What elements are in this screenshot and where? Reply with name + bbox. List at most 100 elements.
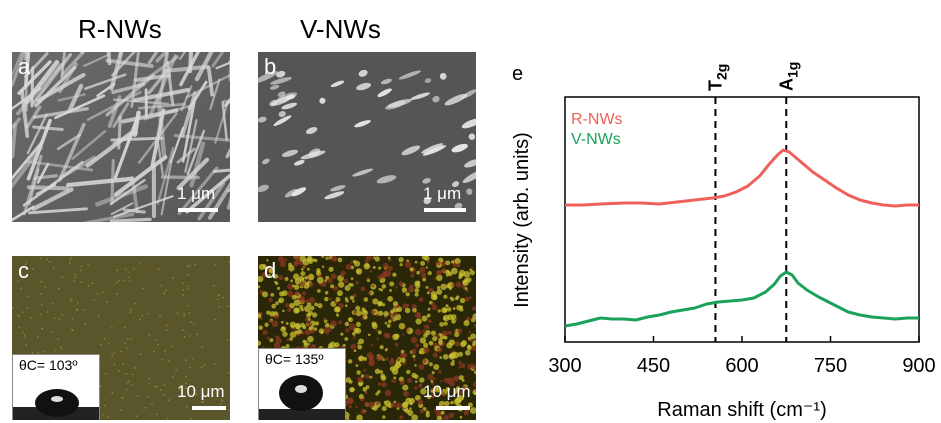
nanowire-mark [352, 168, 374, 177]
speckle-mark [345, 328, 350, 333]
speckle-mark [157, 343, 159, 346]
speckle-mark [286, 338, 290, 342]
speckle-mark [414, 386, 418, 390]
speckle-mark [72, 326, 75, 328]
speckle-mark [192, 370, 194, 372]
speckle-mark [142, 287, 145, 290]
speckle-mark [275, 337, 282, 344]
speckle-mark [421, 315, 428, 322]
speckle-mark [279, 291, 285, 297]
nanowire-mark [169, 126, 185, 164]
speckle-mark [218, 295, 221, 298]
speckle-mark [445, 304, 449, 308]
speckle-mark [44, 286, 46, 288]
speckle-mark [266, 336, 270, 340]
speckle-mark [376, 354, 383, 362]
speckle-mark [423, 347, 430, 354]
speckle-mark [41, 327, 44, 330]
speckle-mark [345, 263, 352, 270]
speckle-mark [133, 267, 135, 270]
speckle-mark [220, 390, 222, 393]
speckle-mark [26, 295, 29, 298]
speckle-mark [271, 320, 279, 328]
speckle-mark [157, 372, 160, 375]
speckle-mark [178, 304, 180, 306]
speckle-mark [16, 283, 18, 285]
nanowire-mark [105, 58, 154, 68]
speckle-mark [172, 277, 174, 279]
speckle-mark [344, 297, 348, 301]
nanowire-mark [226, 189, 230, 193]
nanowire-mark [24, 52, 31, 87]
speckle-mark [52, 266, 55, 269]
speckle-mark [453, 389, 458, 394]
speckle-mark [181, 288, 183, 290]
speckle-mark [187, 285, 189, 288]
nanowire-mark [61, 52, 86, 76]
speckle-mark [442, 354, 449, 360]
speckle-mark [472, 343, 476, 347]
speckle-mark [204, 340, 207, 342]
speckle-mark [368, 401, 375, 408]
nanowire-mark [377, 88, 392, 97]
nanowire-mark [464, 158, 476, 168]
speckle-mark [268, 273, 271, 277]
nanowire-mark [122, 208, 146, 214]
nanowire-mark [187, 52, 194, 74]
speckle-mark [93, 298, 96, 301]
speckle-mark [189, 358, 192, 361]
speckle-mark [426, 313, 431, 318]
nanowire-mark [424, 78, 432, 84]
speckle-mark [431, 371, 435, 375]
speckle-mark [163, 292, 166, 295]
speckle-mark [414, 311, 422, 319]
speckle-mark [24, 263, 27, 265]
speckle-mark [357, 376, 364, 383]
speckle-mark [218, 305, 220, 308]
speckle-mark [287, 290, 294, 297]
speckle-mark [432, 376, 436, 380]
speckle-mark [52, 303, 54, 305]
speckle-mark [464, 286, 468, 290]
speckle-mark [69, 262, 72, 264]
speckle-mark [378, 266, 382, 270]
nanowire-mark [180, 91, 197, 138]
speckle-mark [47, 271, 49, 274]
nanowire-mark [186, 129, 206, 176]
speckle-mark [17, 330, 20, 332]
speckle-mark [25, 260, 28, 263]
speckle-mark [273, 311, 279, 317]
speckle-mark [439, 322, 444, 327]
speckle-mark [305, 299, 309, 303]
speckle-mark [139, 261, 142, 264]
speckle-mark [155, 339, 157, 341]
speckle-mark [471, 364, 476, 370]
speckle-mark [40, 288, 43, 291]
speckle-mark [77, 302, 79, 304]
speckle-mark [377, 382, 382, 386]
speckle-mark [277, 286, 281, 290]
speckle-mark [198, 403, 200, 406]
speckle-mark [450, 297, 455, 302]
speckle-mark [422, 358, 427, 364]
speckle-mark [262, 264, 267, 269]
speckle-mark [420, 272, 427, 279]
speckle-mark [375, 401, 380, 405]
speckle-mark [292, 284, 295, 288]
speckle-mark [192, 357, 194, 360]
nanowire-mark [105, 73, 155, 117]
speckle-mark [156, 413, 158, 415]
speckle-mark [387, 296, 394, 302]
speckle-mark [449, 377, 454, 382]
speckle-mark [340, 332, 344, 336]
speckle-mark [190, 321, 193, 323]
speckle-mark [196, 393, 198, 395]
speckle-mark [461, 378, 465, 382]
speckle-mark [435, 387, 439, 391]
speckle-mark [201, 399, 204, 401]
speckle-mark [304, 305, 311, 312]
speckle-mark [189, 335, 191, 337]
speckle-mark [106, 345, 109, 348]
speckle-mark [141, 314, 143, 317]
speckle-mark [443, 307, 447, 311]
